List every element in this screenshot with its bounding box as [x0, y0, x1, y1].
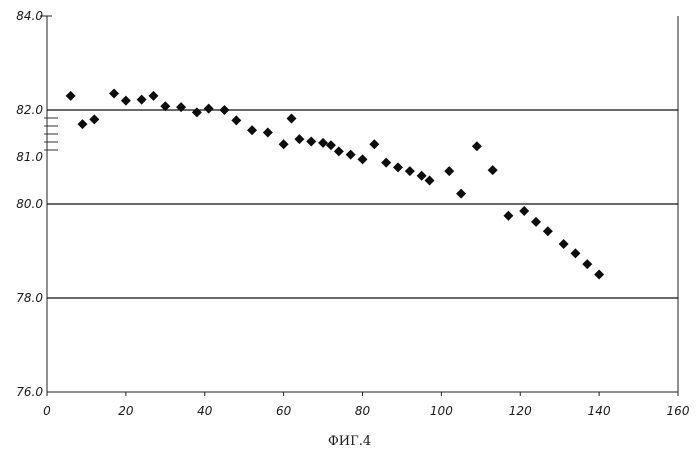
data-point — [425, 176, 435, 186]
y-tick-labels: 76.0 78.0 80.0 82.0 84.0 81.0 — [16, 9, 43, 399]
x-tick-label: 80 — [355, 404, 371, 418]
data-point — [582, 259, 592, 269]
data-point — [503, 211, 513, 221]
data-point — [121, 96, 131, 106]
data-point — [381, 158, 391, 168]
y-tick-label: 78.0 — [16, 291, 43, 305]
y-extra-tick-label: 81.0 — [16, 150, 43, 164]
x-tick-label: 100 — [430, 404, 453, 418]
data-point — [77, 119, 87, 129]
data-point — [417, 171, 427, 181]
figure-caption: ФИГ.4 — [328, 434, 371, 449]
data-point — [219, 105, 229, 115]
y-tick-label: 76.0 — [16, 385, 43, 399]
data-point — [148, 91, 158, 101]
data-point — [531, 217, 541, 227]
data-point — [405, 166, 415, 176]
data-point — [472, 141, 482, 151]
data-point — [456, 189, 466, 199]
data-point — [334, 146, 344, 156]
data-point — [369, 139, 379, 149]
data-point — [247, 125, 257, 135]
data-point — [570, 248, 580, 258]
minor-ticks — [44, 118, 58, 150]
y-tick-label: 80.0 — [16, 197, 43, 211]
data-points — [66, 89, 604, 280]
data-point — [294, 134, 304, 144]
x-tick-label: 40 — [197, 404, 213, 418]
data-point — [326, 140, 336, 150]
data-point — [519, 206, 529, 216]
x-tick-label: 20 — [118, 404, 134, 418]
data-point — [488, 165, 498, 175]
gridlines — [47, 110, 678, 298]
data-point — [559, 239, 569, 249]
data-point — [279, 139, 289, 149]
data-point — [358, 154, 368, 164]
data-point — [594, 270, 604, 280]
data-point — [192, 107, 202, 117]
data-point — [306, 136, 316, 146]
data-point — [318, 138, 328, 148]
data-point — [204, 104, 214, 114]
x-tick-label: 60 — [276, 404, 292, 418]
y-tick-label: 82.0 — [16, 103, 43, 117]
x-tick-label: 160 — [667, 404, 690, 418]
data-point — [346, 150, 356, 160]
data-point — [393, 162, 403, 172]
data-point — [231, 115, 241, 125]
x-tick-label: 140 — [588, 404, 611, 418]
x-tick-label: 120 — [509, 404, 532, 418]
data-point — [109, 89, 119, 99]
data-point — [263, 128, 273, 138]
data-point — [176, 102, 186, 112]
data-point — [543, 226, 553, 236]
y-tick-label: 84.0 — [16, 9, 43, 23]
data-point — [444, 166, 454, 176]
data-point — [287, 113, 297, 123]
data-point — [66, 91, 76, 101]
data-point — [89, 114, 99, 124]
x-tick-label: 0 — [43, 404, 51, 418]
x-tick-labels: 0 20 40 60 80 100 120 140 160 — [43, 392, 690, 418]
data-point — [137, 95, 147, 105]
